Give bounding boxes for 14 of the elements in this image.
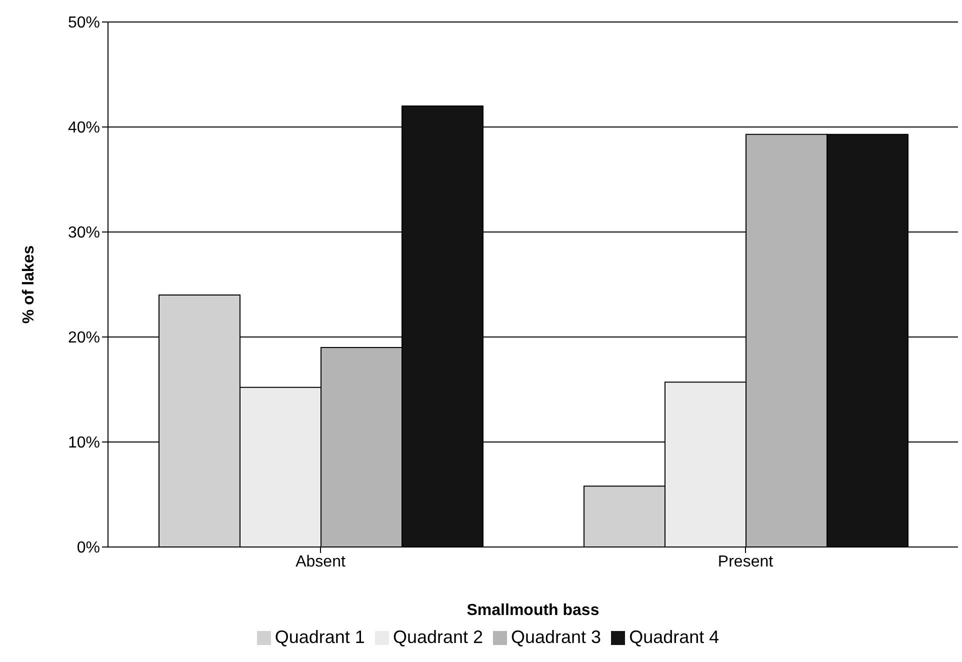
y-tick-label: 40%: [68, 120, 100, 137]
y-tick-label: 10%: [68, 434, 100, 452]
y-tick-label: 30%: [68, 224, 100, 242]
x-axis-title: Smallmouth bass: [466, 602, 600, 619]
x-tick-label: Absent: [296, 553, 346, 570]
x-tick-label: Present: [718, 553, 774, 570]
legend-label: Quadrant 2: [392, 627, 483, 647]
legend-label: Quadrant 3: [511, 627, 602, 647]
y-axis-title: % of lakes: [20, 245, 38, 324]
legend-label: Quadrant 1: [274, 627, 365, 647]
y-tick-label: 50%: [68, 14, 100, 32]
y-tick-label: 20%: [68, 330, 100, 347]
y-tick-label: 0%: [76, 540, 100, 557]
legend-label: Quadrant 4: [629, 627, 720, 647]
